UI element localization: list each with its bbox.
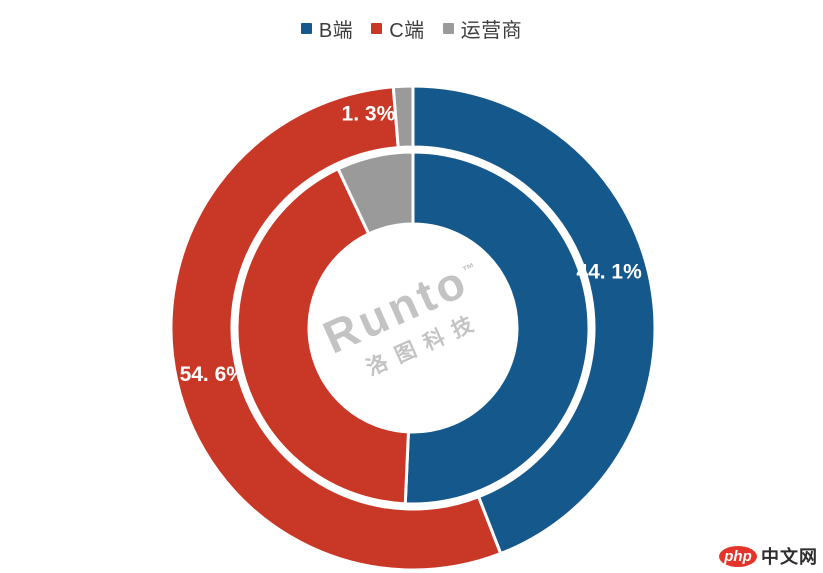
legend-label-c-duan: C端: [389, 20, 425, 42]
slice-label-2: 1. 3%: [342, 103, 396, 126]
outer-ring-slice-1: [169, 85, 503, 572]
inner-ring-slice-2: [336, 150, 415, 236]
inner-ring-slice-0: [403, 150, 591, 506]
outer-ring-slice-2: [391, 84, 415, 150]
legend-swatch-yunyingshang: [442, 23, 454, 34]
slice-label-0: 44. 1%: [576, 260, 642, 283]
php-site-logo: php 中文网: [719, 543, 818, 569]
php-logo-text: 中文网: [761, 547, 818, 567]
legend-item-b-duan: B端: [300, 14, 354, 43]
outer-ring-slice-0: [411, 84, 657, 556]
legend-label-b-duan: B端: [318, 20, 354, 42]
legend-item-yunyingshang: 运营商: [442, 14, 523, 43]
legend-swatch-c-duan: [371, 23, 383, 34]
inner-ring-slice-1: [235, 166, 410, 506]
legend-swatch-b-duan: [300, 23, 312, 34]
php-logo-badge: php: [719, 545, 757, 567]
slice-label-1: 54. 6%: [180, 363, 246, 386]
legend-label-yunyingshang: 运营商: [460, 20, 523, 42]
chart-legend: B端 C端 运营商: [0, 14, 823, 43]
legend-item-c-duan: C端: [371, 14, 424, 43]
